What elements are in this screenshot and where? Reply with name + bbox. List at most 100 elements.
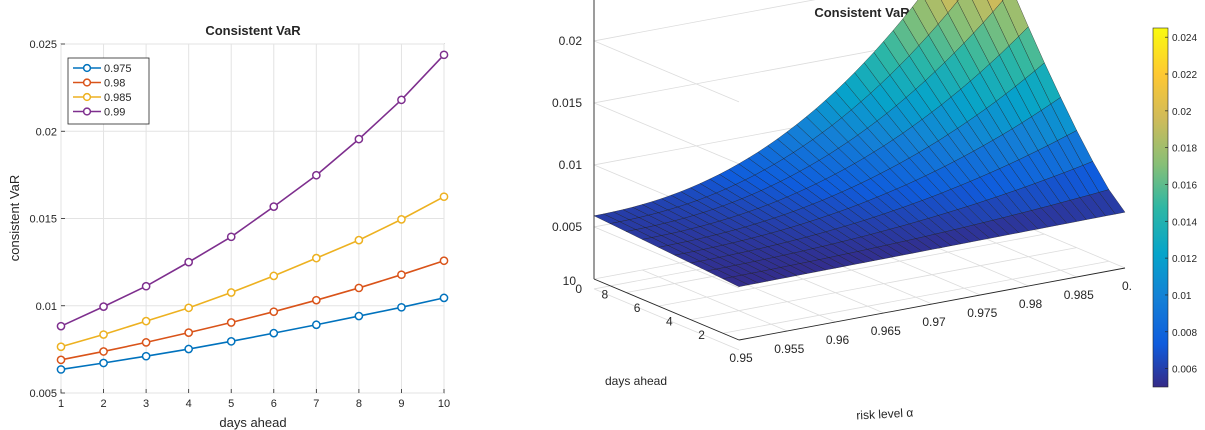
z-tick-label: 0.01	[559, 158, 583, 172]
series-point-0.98	[56, 355, 66, 365]
x-tick-label: 10	[438, 398, 450, 410]
colorbar-tick-label: 0.018	[1172, 144, 1197, 155]
y-tick-label: 0.01	[36, 301, 57, 313]
series-point-0.975	[354, 311, 364, 321]
series-point-0.975	[397, 302, 406, 312]
series-point-0.985	[141, 316, 151, 326]
series-line-0.985	[60, 195, 445, 348]
series-point-0.99	[99, 302, 108, 311]
x-tick-label: 3	[143, 398, 149, 410]
line-chart-title: Consistent VaR	[205, 23, 301, 38]
alpha-tick-label: 0.96	[826, 333, 850, 347]
series-point-0.99	[56, 321, 66, 331]
series-line-0.975	[60, 297, 445, 371]
y-tick-label: 0.025	[29, 39, 57, 51]
alpha-tick-label: 0.985	[1064, 288, 1094, 302]
legend-entry-label: 0.975	[104, 63, 132, 75]
days-tick-label: 4	[666, 315, 673, 329]
series-point-0.98	[184, 328, 194, 337]
series-point-0.975	[439, 293, 449, 303]
series-point-0.99	[226, 232, 236, 242]
x-tick-label: 7	[313, 398, 319, 410]
grid-line-floor-alpha	[642, 269, 788, 332]
series-point-0.975	[56, 365, 66, 374]
grid-line-z-back	[593, 0, 816, 42]
series-point-0.975	[269, 328, 279, 338]
series-point-0.98	[141, 338, 151, 347]
line-chart-y-axis-label: consistent VaR	[7, 175, 22, 261]
series-point-0.99	[184, 257, 194, 267]
legend-entry-label: 0.99	[104, 107, 125, 119]
axis-line-alpha	[738, 267, 1126, 341]
x-tick-label: 1	[58, 398, 64, 410]
surface-chart-title: Consistent VaR	[814, 5, 910, 20]
alpha-tick-label: 0.955	[774, 342, 804, 356]
x-tick-label: 4	[186, 398, 192, 410]
alpha-tick-label: 0.965	[871, 324, 901, 338]
legend-entry-label: 0.985	[104, 92, 132, 104]
series-point-0.99	[354, 134, 364, 144]
y-tick-label: 0.02	[36, 126, 57, 138]
colorbar-tick-label: 0.014	[1172, 217, 1197, 228]
series-point-0.985	[56, 342, 66, 352]
surface-chart-x-axis-label: risk level α	[856, 406, 914, 423]
surface-chart-y-axis-label: days ahead	[605, 374, 667, 388]
line-chart: Consistent VaR 1 2 3 4 5 6 7 8 9 10 0.005 0.01 0.01…	[7, 23, 450, 430]
z-tick-label: 0.015	[552, 96, 582, 110]
series-point-0.99	[269, 202, 279, 211]
series-point-0.975	[184, 344, 194, 354]
colorbar-ticks: 0.006 0.008 0.01 0.012 0.014 0.016 0.018 0.02 0.…	[1165, 33, 1197, 376]
legend-box	[67, 57, 150, 125]
series-point-0.98	[439, 256, 449, 266]
colorbar-tick-label: 0.024	[1172, 33, 1197, 44]
line-chart-series-group	[56, 50, 449, 374]
series-point-0.985	[269, 271, 279, 281]
series-point-0.975	[141, 351, 151, 361]
series-point-0.985	[184, 303, 194, 313]
series-line-0.98	[60, 259, 445, 361]
series-point-0.99	[397, 95, 406, 105]
line-chart-x-axis-label: days ahead	[219, 415, 286, 430]
series-point-0.98	[226, 318, 236, 327]
alpha-tick-label: 0.98	[1019, 297, 1043, 311]
surface-patch	[1098, 189, 1126, 215]
legend-swatch-marker	[82, 63, 92, 73]
grid-line-floor-day	[658, 233, 1045, 307]
series-point-0.985	[226, 288, 236, 297]
series-point-0.99	[141, 281, 151, 291]
line-chart-x-ticks: 1 2 3 4 5 6 7 8 9 10	[58, 389, 450, 410]
line-chart-legend: 0.975 0.98 0.985 0.99	[67, 57, 150, 125]
legend-swatch-marker	[82, 92, 92, 102]
series-point-0.98	[354, 283, 364, 293]
colorbar-tick-label: 0.02	[1172, 107, 1192, 118]
x-tick-label: 9	[398, 398, 404, 410]
z-tick-label: 0.005	[552, 220, 582, 234]
x-tick-label: 2	[100, 398, 106, 410]
x-tick-label: 5	[228, 398, 234, 410]
alpha-tick-label: 0.	[1122, 279, 1132, 293]
surface-mesh	[593, 0, 1126, 287]
colorbar-tick-label: 0.016	[1172, 180, 1197, 191]
colorbar-gradient	[1152, 27, 1169, 388]
colorbar-tick-label: 0.006	[1172, 365, 1197, 376]
series-point-0.98	[397, 270, 406, 280]
surface-chart: Consistent VaR 00.0050.010.0150.02246810…	[552, 0, 1197, 422]
series-point-0.985	[397, 215, 406, 224]
line-chart-y-ticks: 0.005 0.01 0.015 0.02 0.025	[29, 39, 65, 400]
series-point-0.99	[311, 170, 321, 180]
legend-swatch-marker	[82, 78, 92, 87]
colorbar-tick-label: 0.022	[1172, 70, 1197, 81]
alpha-tick-label: 0.975	[967, 306, 997, 320]
days-tick-label: 2	[698, 328, 705, 342]
series-point-0.975	[99, 358, 108, 368]
legend-swatch-marker	[82, 107, 92, 116]
series-point-0.975	[311, 320, 321, 330]
y-tick-label: 0.005	[29, 388, 57, 400]
series-point-0.985	[99, 330, 108, 339]
days-tick-label: 6	[634, 301, 641, 315]
x-tick-label: 8	[356, 398, 362, 410]
series-point-0.99	[439, 50, 449, 60]
grid-line-z-side	[593, 288, 740, 351]
alpha-tick-label: 0.97	[922, 315, 946, 329]
